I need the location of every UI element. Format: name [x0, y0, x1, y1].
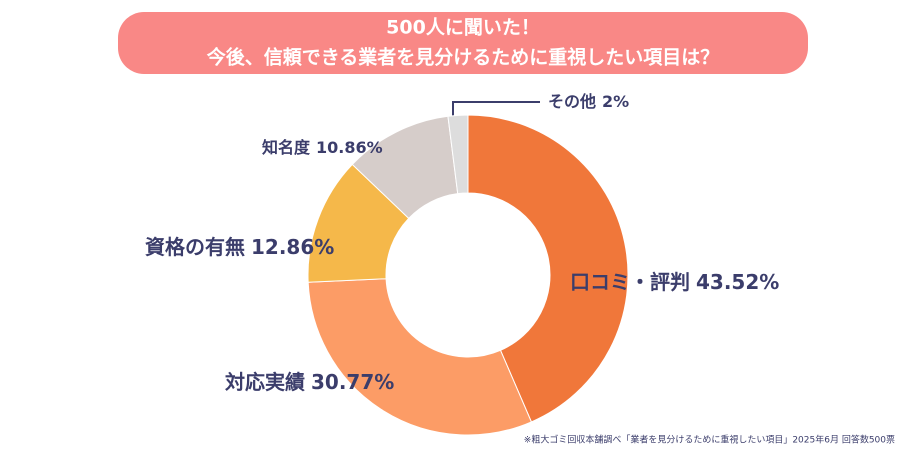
- donut-slice: [467, 114, 629, 423]
- category-name: 口コミ・評判: [570, 270, 690, 294]
- slice-label: 知名度 10.86%: [262, 138, 383, 157]
- category-name: その他: [548, 92, 596, 111]
- slice-label: 口コミ・評判 43.52%: [570, 270, 779, 294]
- slice-label: 資格の有無 12.86%: [145, 235, 334, 259]
- source-note: ※粗大ゴミ回収本舗調べ「業者を見分けるために重視したい項目」2025年6月 回答…: [524, 434, 895, 446]
- value-label: 12.86%: [251, 235, 334, 259]
- category-name: 知名度: [262, 138, 311, 157]
- value-label: 43.52%: [696, 270, 779, 294]
- chart-title: 500人に聞いた！: [386, 17, 540, 39]
- category-name: 資格の有無: [145, 235, 245, 259]
- slice-label: 対応実績 30.77%: [224, 370, 394, 394]
- value-label: 30.77%: [311, 370, 394, 394]
- title-banner: [118, 12, 808, 74]
- donut-slice: [447, 114, 469, 195]
- donut-slice: [307, 278, 533, 436]
- leader-line: [452, 101, 540, 116]
- value-label: 10.86%: [316, 138, 383, 157]
- value-label: 2%: [602, 92, 629, 111]
- category-name: 対応実績: [224, 370, 305, 394]
- chart-subtitle: 今後、信頼できる業者を見分けるために重視したい項目は？: [206, 46, 720, 69]
- slice-label: その他 2%: [548, 92, 629, 111]
